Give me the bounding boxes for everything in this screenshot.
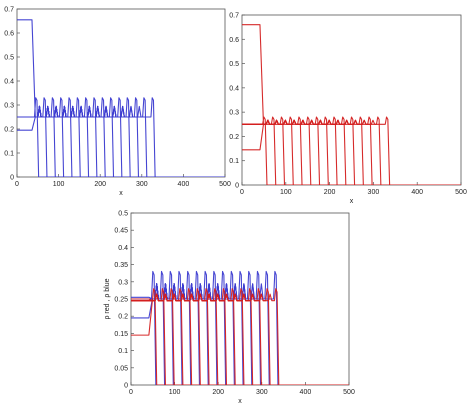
x-axis-label: x bbox=[238, 398, 242, 405]
x-tick-label: 500 bbox=[343, 389, 355, 396]
y-tick-label: 0.2 bbox=[118, 314, 128, 321]
y-tick-label: 0.2 bbox=[229, 134, 239, 141]
y-tick-label: 0 bbox=[124, 383, 128, 390]
y-tick-label: 0.2 bbox=[4, 127, 14, 134]
x-tick-label: 300 bbox=[256, 389, 268, 396]
series-1-curve-14 bbox=[131, 288, 349, 385]
curves-group bbox=[131, 270, 349, 385]
y-tick-label: 0.6 bbox=[4, 31, 14, 38]
y-tick-label: 0.7 bbox=[4, 7, 14, 14]
y-tick-label: 0.45 bbox=[114, 228, 128, 235]
y-tick-label: 0.7 bbox=[229, 13, 239, 20]
y-tick-label: 0 bbox=[10, 175, 14, 182]
y-tick-label: 0.5 bbox=[118, 211, 128, 218]
x-tick-label: 500 bbox=[455, 189, 467, 196]
y-tick-label: 0.6 bbox=[229, 37, 239, 44]
x-tick-label: 200 bbox=[324, 189, 336, 196]
y-tick-label: 0.35 bbox=[114, 262, 128, 269]
series-0-curve-0 bbox=[131, 270, 349, 385]
y-tick-label: 0.1 bbox=[229, 158, 239, 165]
panel-top-right: 0 100 200 300 400 500 0 0.1 0.2 0.3 0.4 0.5 0.6 0.7 x bbox=[229, 13, 467, 206]
y-tick-label: 0 bbox=[235, 183, 239, 190]
series-0-curve-14 bbox=[17, 97, 225, 177]
x-tick-label: 400 bbox=[411, 189, 423, 196]
y-tick-label: 0.1 bbox=[118, 348, 128, 355]
x-tick-label: 0 bbox=[15, 181, 19, 188]
series-0-curve-1 bbox=[242, 116, 461, 185]
x-tick-label: 100 bbox=[280, 189, 292, 196]
x-axis-label: x bbox=[119, 190, 123, 197]
x-tick-label: 400 bbox=[178, 181, 190, 188]
x-tick-label: 300 bbox=[368, 189, 380, 196]
y-tick-label: 0.05 bbox=[114, 365, 128, 372]
x-tick-label: 200 bbox=[212, 389, 224, 396]
x-tick-label: 500 bbox=[219, 181, 231, 188]
y-tick-label: 0.3 bbox=[229, 110, 239, 117]
curves-group bbox=[242, 24, 461, 185]
y-tick-label: 0.5 bbox=[4, 55, 14, 62]
y-tick-label: 0.4 bbox=[4, 79, 14, 86]
y-tick-label: 0.3 bbox=[4, 103, 14, 110]
y-tick-label: 0.4 bbox=[229, 85, 239, 92]
y-axis-label: ρ red , ρ blue bbox=[104, 278, 111, 319]
x-tick-label: 0 bbox=[129, 389, 133, 396]
y-tick-label: 0.25 bbox=[114, 297, 128, 304]
series-0-curve-1 bbox=[131, 270, 349, 385]
y-tick-label: 0.4 bbox=[118, 245, 128, 252]
x-tick-label: 300 bbox=[136, 181, 148, 188]
series-1-curve-0 bbox=[131, 288, 349, 385]
series-0-curve-1 bbox=[17, 97, 225, 177]
y-tick-label: 0.5 bbox=[229, 61, 239, 68]
series-0-curve-0 bbox=[17, 19, 225, 177]
y-tick-label: 0.3 bbox=[118, 279, 128, 286]
series-0-curve-0 bbox=[242, 24, 461, 185]
curves-group bbox=[17, 19, 225, 177]
y-tick-label: 0.15 bbox=[114, 331, 128, 338]
x-tick-label: 200 bbox=[94, 181, 106, 188]
x-tick-label: 400 bbox=[300, 389, 312, 396]
x-tick-label: 100 bbox=[169, 389, 181, 396]
panel-bottom: 0 100 200 300 400 500 0 0.05 0.1 0.15 0.2 0.25 0.3 0.… bbox=[104, 211, 355, 406]
plot-frame bbox=[241, 14, 462, 186]
y-tick-label: 0.1 bbox=[4, 151, 14, 158]
x-tick-label: 100 bbox=[53, 181, 65, 188]
x-axis-label: x bbox=[350, 198, 354, 205]
panel-top-left: 0 100 200 300 400 500 0 0.1 0.2 0.3 0.4 0.5 0.6 0.7 x bbox=[4, 7, 231, 198]
x-tick-label: 0 bbox=[240, 189, 244, 196]
series-0-curve-14 bbox=[242, 116, 461, 185]
